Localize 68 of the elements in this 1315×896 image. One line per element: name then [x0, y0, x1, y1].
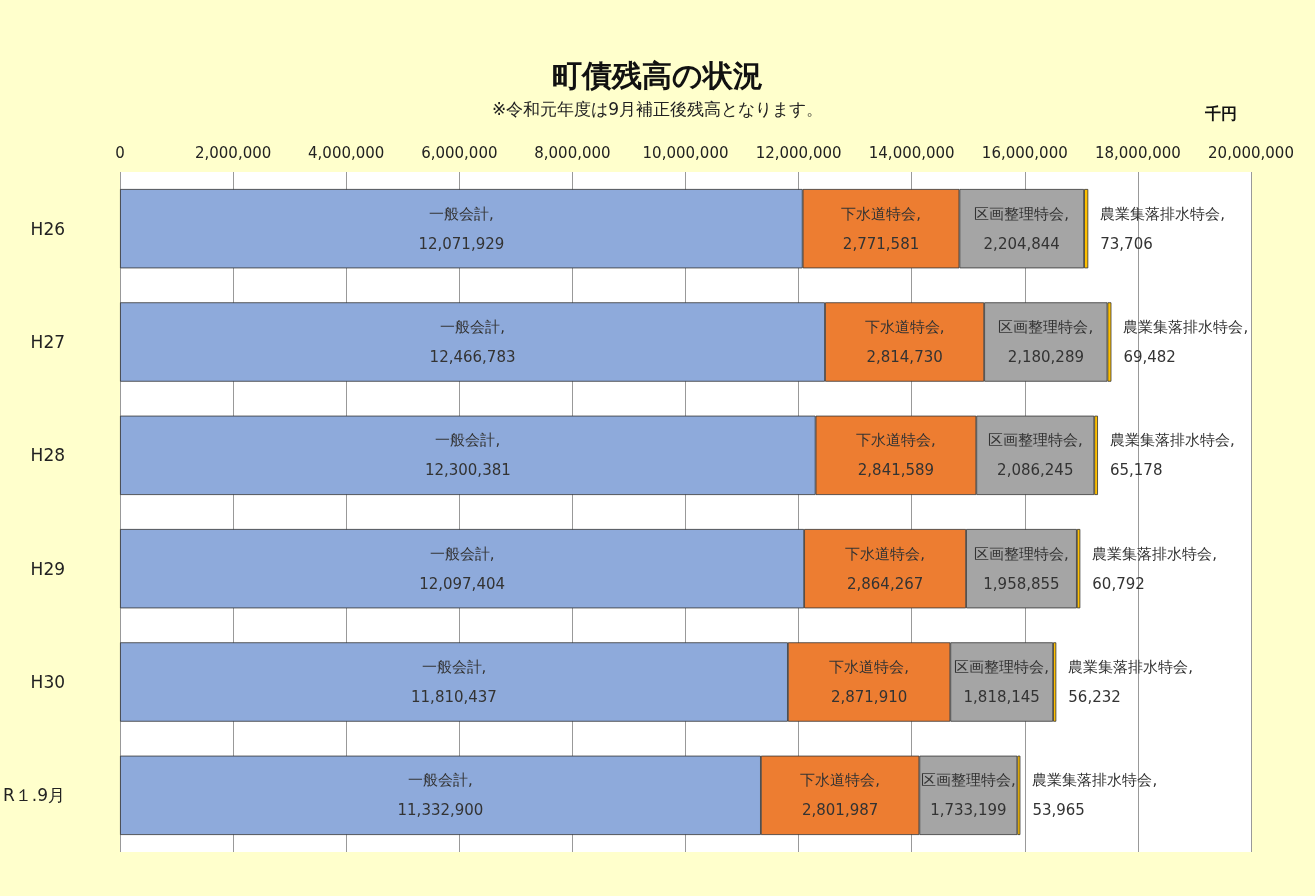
chart-title: 町債残高の状況	[552, 57, 763, 93]
text: 農業集落排水特会,	[1123, 318, 1249, 336]
text: 下水道特会,	[800, 771, 880, 790]
data-label: 2,771,581	[842, 234, 920, 253]
data-label: 65,178	[1109, 461, 1163, 480]
data-label: 2,801,987	[801, 801, 879, 820]
x-tick-label: 14,000,000	[868, 143, 955, 162]
x-tick-label: 6,000,000	[421, 143, 498, 162]
y-tick-label: R１.9月	[2, 785, 66, 806]
data-label: 53,965	[1032, 801, 1085, 820]
data-label: 11,810,437	[411, 688, 497, 706]
x-tick-label: 20,000,000	[1208, 143, 1294, 162]
x-axis-title: 千円	[1204, 103, 1237, 123]
x-tick-label: 10,000,000	[642, 143, 729, 162]
data-label: 2,841,589	[857, 461, 935, 480]
data-label: 2,864,267	[846, 574, 924, 593]
text: 農業集落排水特会,	[1100, 204, 1226, 223]
data-label: 12,097,404	[419, 574, 506, 593]
text: 区画整理特会,	[954, 658, 1050, 676]
series-label: 下水道特会,	[856, 431, 936, 450]
series-label: 区画整理特会,	[920, 771, 1016, 790]
text: 農業集落排水特会,	[1068, 658, 1194, 676]
x-tick-label: 18,000,000	[1094, 143, 1181, 162]
x-tick-label: 16,000,000	[981, 143, 1068, 162]
y-tick-label: H28	[30, 445, 66, 466]
series-label: 一般会計,	[435, 431, 501, 450]
text: 区画整理特会,	[987, 431, 1083, 450]
text: 下水道特会,	[841, 204, 921, 223]
y-tick-label: H30	[30, 672, 66, 692]
data-label: 2,814,730	[866, 348, 943, 366]
text: 一般会計,	[428, 204, 494, 223]
data-label: 60,792	[1092, 574, 1145, 593]
data-label: 12,466,783	[429, 348, 516, 366]
x-tick-label: 2,000,000	[194, 143, 272, 162]
text: 下水道特会,	[864, 318, 945, 336]
text: 下水道特会,	[829, 658, 909, 676]
data-label: 2,180,289	[1007, 348, 1084, 366]
text: 区画整理特会,	[974, 204, 1070, 223]
data-label: 1,958,855	[983, 574, 1060, 593]
text: 一般会計,	[421, 658, 487, 676]
data-label: 11,332,900	[397, 801, 484, 820]
text: 農業集落排水特会,	[1032, 771, 1158, 790]
x-tick-label: 4,000,000	[308, 143, 385, 162]
series-label: 農業集落排水特会,	[1092, 544, 1218, 563]
data-label: 56,232	[1068, 688, 1121, 706]
text: 農業集落排水特会,	[1109, 431, 1235, 450]
y-tick-label: H26	[30, 218, 66, 239]
data-label: 73,706	[1100, 234, 1153, 253]
text: 下水道特会,	[845, 544, 925, 563]
text: 一般会計,	[440, 318, 505, 336]
x-tick-label: 8,000,000	[534, 143, 611, 162]
y-tick-label: H27	[30, 332, 66, 352]
y-tick-label: H29	[30, 558, 66, 579]
text: 区画整理特会,	[974, 544, 1069, 563]
data-label: 2,204,844	[983, 234, 1060, 253]
data-label: 69,482	[1123, 348, 1176, 366]
data-label: 12,071,929	[418, 234, 505, 253]
data-label: 2,086,245	[997, 461, 1074, 480]
data-label: 2,871,910	[830, 688, 908, 706]
data-label: 12,300,381	[424, 461, 511, 480]
text: 区画整理特会,	[998, 318, 1094, 336]
x-tick-label: 12,000,000	[755, 143, 842, 162]
data-label: 1,733,199	[930, 801, 1007, 820]
chart-subtitle: ※令和元年度は9月補正後残高となります。	[491, 98, 824, 119]
text: 一般会計,	[429, 544, 495, 563]
data-label: 1,818,145	[963, 688, 1040, 706]
text: 一般会計,	[408, 771, 473, 790]
x-tick-label: 0	[115, 143, 125, 162]
